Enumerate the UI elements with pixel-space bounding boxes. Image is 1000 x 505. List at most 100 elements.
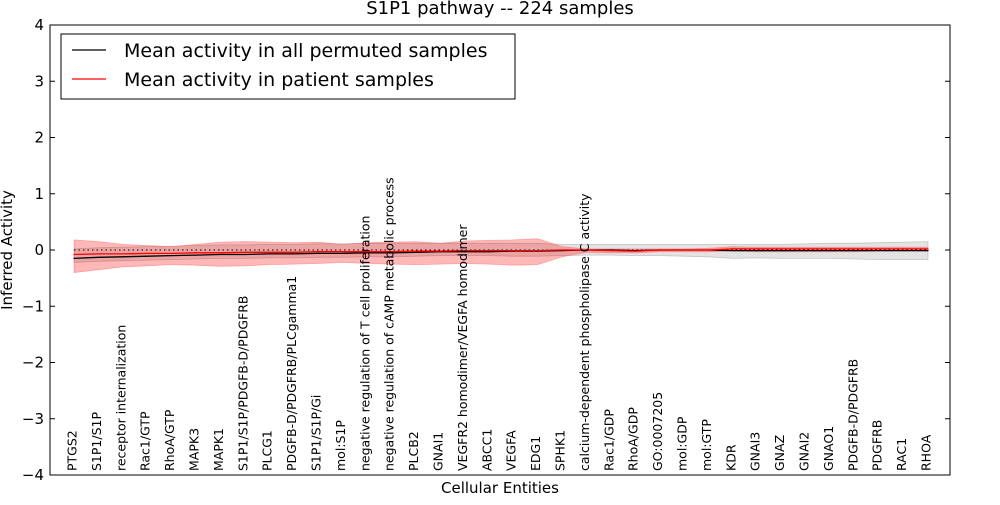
point-series-0-30 [805, 249, 807, 252]
y-axis-ticks: −4 −3 −2 −1 0 1 2 3 4 [22, 16, 950, 484]
y-tick-label-5: 1 [34, 185, 44, 203]
entity-label-26: mol:GTP [699, 419, 714, 471]
point-series-0-12 [366, 252, 368, 254]
point-series-0-5 [195, 254, 197, 256]
entity-label-19: EDG1 [528, 436, 543, 471]
point-series-0-28 [756, 249, 758, 252]
point-series-0-2 [122, 256, 124, 258]
point-series-1-13 [390, 251, 392, 253]
point-series-1-14 [415, 250, 417, 252]
point-series-1-11 [341, 251, 343, 253]
entity-label-3: Rac1/GTP [138, 411, 153, 471]
y-tick-label-6: 2 [34, 129, 44, 147]
point-series-0-27 [732, 249, 734, 252]
entity-label-0: PTGS2 [65, 430, 80, 471]
point-series-0-9 [293, 253, 295, 255]
point-series-0-6 [219, 253, 221, 256]
point-series-1-21 [585, 249, 588, 251]
y-tick-label-4: 0 [34, 241, 44, 259]
point-series-0-32 [854, 249, 856, 252]
legend-box [60, 33, 516, 100]
entity-label-23: RhoA/GDP [626, 407, 641, 471]
y-tick-label-0: −4 [22, 466, 44, 484]
entity-label-15: GNAI1 [431, 432, 446, 471]
entity-label-13: negative regulation of cAMP metabolic pr… [382, 177, 397, 471]
point-series-0-4 [171, 255, 173, 257]
point-series-1-24 [659, 249, 661, 251]
y-tick-label-7: 3 [34, 72, 44, 90]
point-series-0-16 [463, 251, 465, 253]
legend: Mean activity in all permuted samples Me… [60, 33, 516, 100]
entity-label-24: GO:0007205 [650, 392, 665, 471]
entity-label-21: calcium-dependent phospholipase C activi… [577, 193, 592, 471]
point-series-1-33 [878, 248, 880, 250]
series-lines [73, 248, 929, 260]
entity-label-32: PDGFB-D/PDGFRB [845, 359, 860, 471]
y-tick-label-8: 4 [34, 16, 44, 34]
point-series-0-3 [146, 255, 148, 257]
point-series-0-11 [341, 252, 343, 254]
point-series-1-29 [781, 248, 783, 250]
y-tick-label-3: −1 [22, 297, 44, 315]
entity-label-20: SPHK1 [553, 430, 568, 471]
entity-label-1: S1P1/S1P [89, 412, 104, 471]
plot-frame [49, 24, 951, 476]
entity-label-7: S1P1/S1P/PDGFB-D/PDGFRB [235, 296, 250, 472]
point-series-0-29 [781, 249, 783, 252]
point-series-1-16 [463, 249, 465, 252]
entity-label-11: mol:S1P [333, 420, 348, 471]
entity-label-6: MAPK1 [211, 428, 226, 471]
point-series-0-33 [878, 249, 880, 252]
chart-title: S1P1 pathway -- 224 samples [366, 0, 634, 19]
point-series-1-15 [439, 250, 441, 252]
point-series-0-17 [488, 251, 490, 253]
entity-label-18: VEGFA [504, 430, 519, 471]
point-series-1-22 [610, 249, 612, 252]
point-series-1-20 [561, 249, 563, 251]
entity-label-22: Rac1/GDP [601, 409, 616, 471]
point-series-1-10 [317, 251, 319, 253]
point-series-0-35 [927, 249, 929, 252]
point-series-1-27 [732, 248, 734, 250]
point-series-0-13 [390, 252, 392, 254]
entity-label-2: receptor internalization [113, 325, 128, 471]
entity-label-8: PLCG1 [260, 430, 275, 471]
point-series-0-0 [73, 257, 75, 260]
line-series-1 [73, 248, 928, 256]
point-series-1-17 [488, 249, 490, 252]
point-series-1-31 [829, 248, 832, 250]
point-series-1-34 [903, 248, 905, 250]
y-tick-label-2: −2 [22, 354, 44, 372]
entity-label-10: S1P1/S1P/Gi [309, 395, 324, 471]
entity-label-27: KDR [723, 444, 738, 471]
point-series-0-7 [244, 253, 246, 256]
y-tick-label-1: −3 [22, 410, 44, 428]
entity-labels: PTGS2 S1P1/S1P receptor internalization Rac… [65, 177, 934, 471]
entity-label-16: VEGFR2 homodimer/VEGFA homodimer [455, 224, 470, 471]
point-series-1-5 [195, 252, 197, 254]
point-series-0-1 [97, 256, 99, 258]
entity-label-31: GNAO1 [821, 426, 836, 471]
point-series-0-10 [317, 252, 319, 254]
line-series-0 [73, 249, 928, 260]
entity-label-30: GNAI2 [797, 432, 812, 471]
point-series-1-19 [537, 249, 539, 252]
point-series-1-0 [73, 253, 75, 256]
point-series-1-2 [122, 253, 124, 255]
point-series-1-28 [756, 248, 758, 250]
point-series-1-1 [97, 253, 99, 255]
point-series-1-7 [244, 251, 246, 253]
point-series-1-32 [854, 248, 856, 250]
x-axis-title: Cellular Entities [441, 479, 559, 497]
legend-label-permuted: Mean activity in all permuted samples [124, 40, 487, 62]
entity-label-12: negative regulation of T cell proliferat… [357, 216, 372, 471]
point-series-1-26 [707, 249, 710, 251]
point-series-1-6 [219, 252, 221, 254]
legend-label-patient: Mean activity in patient samples [124, 69, 434, 91]
entity-label-17: ABCC1 [479, 429, 494, 471]
point-series-1-23 [634, 250, 636, 252]
entity-label-4: RhoA/GTP [162, 409, 177, 471]
entity-label-29: GNAZ [772, 435, 787, 471]
y-axis-title: Inferred Activity [0, 190, 16, 310]
